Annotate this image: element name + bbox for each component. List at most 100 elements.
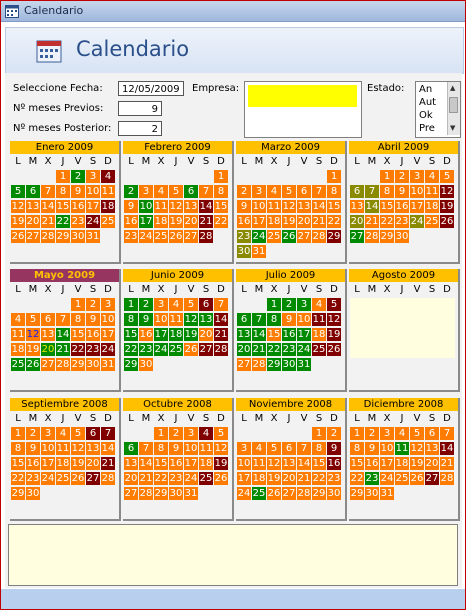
day-cell[interactable]: 31 [380, 487, 394, 500]
day-cell[interactable]: 28 [297, 487, 311, 500]
day-cell[interactable]: 6 [86, 427, 100, 440]
day-cell[interactable]: 27 [237, 358, 251, 371]
day-cell[interactable]: 6 [282, 442, 296, 455]
day-cell[interactable]: 11 [312, 313, 326, 326]
day-cell[interactable]: 15 [350, 457, 364, 470]
day-cell[interactable]: 8 [327, 185, 341, 198]
day-cell[interactable]: 16 [139, 328, 153, 341]
day-cell[interactable]: 29 [11, 487, 25, 500]
day-cell[interactable]: 19 [440, 200, 454, 213]
day-cell[interactable]: 28 [440, 472, 454, 485]
day-cell[interactable]: 29 [312, 487, 326, 500]
day-cell[interactable]: 15 [71, 328, 85, 341]
day-cell[interactable]: 3 [237, 442, 251, 455]
day-cell[interactable]: 13 [86, 442, 100, 455]
notes-panel[interactable] [8, 524, 458, 586]
day-cell[interactable]: 11 [154, 200, 168, 213]
empresa-selected-item[interactable] [248, 85, 357, 107]
day-cell[interactable]: 13 [237, 328, 251, 341]
day-cell[interactable]: 22 [124, 343, 138, 356]
day-cell[interactable]: 11 [56, 442, 70, 455]
day-cell[interactable]: 14 [252, 328, 266, 341]
day-cell[interactable]: 20 [297, 215, 311, 228]
day-cell[interactable]: 14 [214, 313, 228, 326]
day-cell[interactable]: 21 [297, 472, 311, 485]
day-cell[interactable]: 3 [184, 427, 198, 440]
day-cell[interactable]: 30 [86, 358, 100, 371]
day-cell[interactable]: 10 [184, 442, 198, 455]
day-cell[interactable]: 10 [86, 185, 100, 198]
day-cell[interactable]: 4 [169, 298, 183, 311]
day-cell[interactable]: 1 [124, 298, 138, 311]
day-cell[interactable]: 4 [199, 427, 213, 440]
scroll-down-icon[interactable]: ▼ [450, 124, 456, 132]
day-cell[interactable]: 15 [56, 200, 70, 213]
day-cell[interactable]: 18 [169, 328, 183, 341]
day-cell[interactable]: 13 [282, 457, 296, 470]
day-cell[interactable]: 1 [312, 427, 326, 440]
day-cell[interactable]: 18 [425, 200, 439, 213]
day-cell[interactable]: 9 [327, 442, 341, 455]
day-cell[interactable]: 16 [282, 328, 296, 341]
day-cell[interactable]: 16 [86, 328, 100, 341]
day-cell[interactable]: 14 [199, 200, 213, 213]
day-cell[interactable]: 6 [124, 442, 138, 455]
day-cell[interactable]: 10 [41, 442, 55, 455]
day-cell[interactable]: 2 [237, 185, 251, 198]
day-cell[interactable]: 8 [214, 185, 228, 198]
day-cell[interactable]: 20 [237, 343, 251, 356]
day-cell[interactable]: 11 [101, 185, 115, 198]
day-cell[interactable]: 21 [440, 457, 454, 470]
day-cell[interactable]: 17 [297, 328, 311, 341]
day-cell[interactable]: 26 [71, 472, 85, 485]
day-cell[interactable]: 3 [252, 185, 266, 198]
day-cell[interactable]: 27 [350, 230, 364, 243]
day-cell[interactable]: 24 [237, 487, 251, 500]
day-cell[interactable]: 10 [252, 200, 266, 213]
day-cell[interactable]: 26 [169, 230, 183, 243]
day-cell[interactable]: 9 [237, 200, 251, 213]
day-cell[interactable]: 10 [410, 185, 424, 198]
day-cell[interactable]: 12 [410, 442, 424, 455]
day-cell[interactable]: 7 [139, 442, 153, 455]
day-cell[interactable]: 5 [71, 427, 85, 440]
day-cell[interactable]: 3 [41, 427, 55, 440]
day-cell[interactable]: 13 [199, 313, 213, 326]
day-cell[interactable]: 14 [139, 457, 153, 470]
day-cell[interactable]: 3 [410, 170, 424, 183]
day-cell[interactable]: 1 [56, 170, 70, 183]
day-cell[interactable]: 12 [267, 457, 281, 470]
day-cell[interactable]: 5 [26, 313, 40, 326]
day-cell[interactable]: 21 [252, 343, 266, 356]
day-cell[interactable]: 25 [101, 215, 115, 228]
day-cell[interactable]: 30 [139, 358, 153, 371]
day-cell[interactable]: 24 [41, 472, 55, 485]
day-cell[interactable]: 20 [26, 215, 40, 228]
day-cell[interactable]: 31 [252, 245, 266, 258]
day-cell[interactable]: 22 [327, 215, 341, 228]
day-cell[interactable]: 28 [365, 230, 379, 243]
day-cell[interactable]: 2 [365, 427, 379, 440]
day-cell[interactable]: 1 [11, 427, 25, 440]
day-cell[interactable]: 16 [169, 457, 183, 470]
day-cell[interactable]: 24 [154, 343, 168, 356]
day-cell[interactable]: 7 [41, 185, 55, 198]
day-cell[interactable]: 7 [199, 185, 213, 198]
estado-item[interactable]: Aut [419, 97, 437, 108]
day-cell[interactable]: 25 [11, 358, 25, 371]
day-cell[interactable]: 6 [425, 427, 439, 440]
day-cell[interactable]: 10 [154, 313, 168, 326]
day-cell[interactable]: 31 [86, 230, 100, 243]
day-cell[interactable]: 11 [169, 313, 183, 326]
day-cell[interactable]: 25 [199, 472, 213, 485]
day-cell[interactable]: 11 [11, 328, 25, 341]
day-cell[interactable]: 13 [425, 442, 439, 455]
day-cell[interactable]: 30 [327, 487, 341, 500]
day-cell[interactable]: 23 [139, 343, 153, 356]
day-cell[interactable]: 2 [139, 298, 153, 311]
day-cell[interactable]: 29 [124, 358, 138, 371]
day-cell[interactable]: 23 [365, 472, 379, 485]
day-cell[interactable]: 12 [214, 442, 228, 455]
day-cell[interactable]: 16 [124, 215, 138, 228]
day-cell[interactable]: 8 [56, 185, 70, 198]
